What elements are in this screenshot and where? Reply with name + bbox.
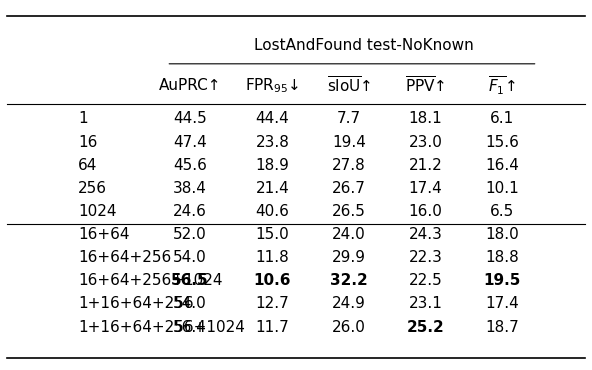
Text: 54.0: 54.0 — [173, 296, 207, 312]
Text: 21.4: 21.4 — [256, 181, 289, 196]
Text: 16.0: 16.0 — [408, 204, 443, 219]
Text: 16.4: 16.4 — [485, 158, 519, 173]
Text: 24.9: 24.9 — [332, 296, 366, 312]
Text: LostAndFound test-NoKnown: LostAndFound test-NoKnown — [254, 38, 474, 53]
Text: 24.3: 24.3 — [408, 227, 443, 242]
Text: 10.6: 10.6 — [254, 273, 291, 288]
Text: 45.6: 45.6 — [173, 158, 207, 173]
Text: 16+64: 16+64 — [78, 227, 130, 242]
Text: 18.0: 18.0 — [485, 227, 519, 242]
Text: $\overline{\mathrm{PPV}}$↑: $\overline{\mathrm{PPV}}$↑ — [406, 76, 446, 96]
Text: 19.5: 19.5 — [484, 273, 521, 288]
Text: 11.7: 11.7 — [256, 320, 289, 334]
Text: $\overline{\mathrm{sIoU}}$↑: $\overline{\mathrm{sIoU}}$↑ — [327, 76, 371, 96]
Text: 56.4: 56.4 — [173, 320, 207, 334]
Text: 16+64+256+1024: 16+64+256+1024 — [78, 273, 223, 288]
Text: 23.1: 23.1 — [408, 296, 443, 312]
Text: 47.4: 47.4 — [173, 135, 207, 149]
Text: 44.4: 44.4 — [256, 111, 289, 127]
Text: 18.9: 18.9 — [256, 158, 289, 173]
Text: 56.5: 56.5 — [171, 273, 209, 288]
Text: 16+64+256: 16+64+256 — [78, 250, 171, 265]
Text: 15.0: 15.0 — [256, 227, 289, 242]
Text: 7.7: 7.7 — [337, 111, 361, 127]
Text: 54.0: 54.0 — [173, 250, 207, 265]
Text: 22.3: 22.3 — [408, 250, 443, 265]
Text: 32.2: 32.2 — [330, 273, 368, 288]
Text: 1: 1 — [78, 111, 88, 127]
Text: 40.6: 40.6 — [256, 204, 289, 219]
Text: 10.1: 10.1 — [485, 181, 519, 196]
Text: $\overline{F_1}$↑: $\overline{F_1}$↑ — [488, 74, 516, 97]
Text: 26.0: 26.0 — [332, 320, 366, 334]
Text: AuPRC↑: AuPRC↑ — [159, 78, 221, 93]
Text: 1+16+64+256+1024: 1+16+64+256+1024 — [78, 320, 245, 334]
Text: 27.8: 27.8 — [332, 158, 366, 173]
Text: 11.8: 11.8 — [256, 250, 289, 265]
Text: 6.1: 6.1 — [490, 111, 514, 127]
Text: 44.5: 44.5 — [173, 111, 207, 127]
Text: 16: 16 — [78, 135, 97, 149]
Text: 18.1: 18.1 — [408, 111, 442, 127]
Text: 26.5: 26.5 — [332, 204, 366, 219]
Text: 19.4: 19.4 — [332, 135, 366, 149]
Text: 18.8: 18.8 — [485, 250, 519, 265]
Text: 24.6: 24.6 — [173, 204, 207, 219]
Text: 256: 256 — [78, 181, 107, 196]
Text: 18.7: 18.7 — [485, 320, 519, 334]
Text: 17.4: 17.4 — [408, 181, 442, 196]
Text: 23.0: 23.0 — [408, 135, 443, 149]
Text: 38.4: 38.4 — [173, 181, 207, 196]
Text: 1+16+64+256: 1+16+64+256 — [78, 296, 194, 312]
Text: 25.2: 25.2 — [407, 320, 445, 334]
Text: 23.8: 23.8 — [256, 135, 289, 149]
Text: 24.0: 24.0 — [332, 227, 366, 242]
Text: 21.2: 21.2 — [408, 158, 442, 173]
Text: 22.5: 22.5 — [408, 273, 442, 288]
Text: 1024: 1024 — [78, 204, 117, 219]
Text: 6.5: 6.5 — [490, 204, 514, 219]
Text: 17.4: 17.4 — [485, 296, 519, 312]
Text: 52.0: 52.0 — [173, 227, 207, 242]
Text: FPR$_{95}$↓: FPR$_{95}$↓ — [245, 77, 300, 95]
Text: 12.7: 12.7 — [256, 296, 289, 312]
Text: 15.6: 15.6 — [485, 135, 519, 149]
Text: 26.7: 26.7 — [332, 181, 366, 196]
Text: 29.9: 29.9 — [332, 250, 366, 265]
Text: 64: 64 — [78, 158, 97, 173]
